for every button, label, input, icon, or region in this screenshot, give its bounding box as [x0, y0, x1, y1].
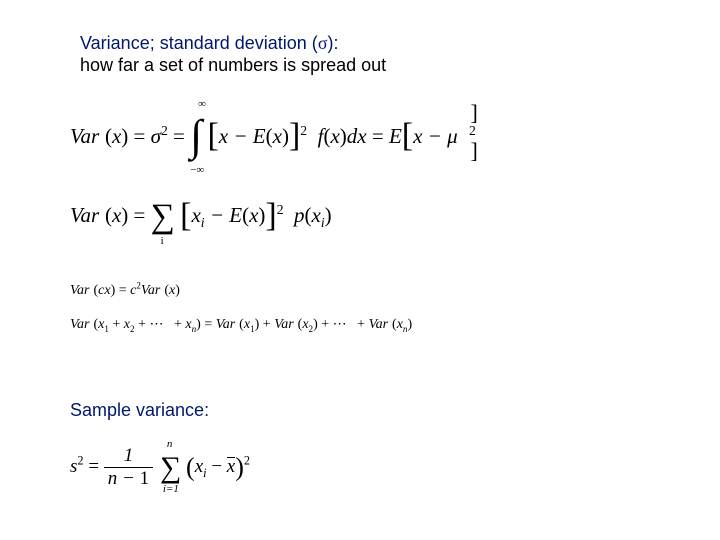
eq5-fraction: 1 n − 1	[104, 445, 153, 490]
eq1-br-left: x − E	[219, 124, 266, 148]
equation-variance-discrete: Var (x) = ∑ i [xi − E(x)]2 p(xi)	[70, 202, 332, 233]
eq2-arg: x	[112, 203, 121, 227]
eq1-E2: E	[389, 124, 402, 148]
heading-block: Variance; standard deviation (σ): how fa…	[80, 32, 386, 76]
eq2-var: Var	[70, 203, 99, 227]
eq1-rhs2-pow: 2	[469, 123, 476, 138]
eq1-sigma: σ	[151, 124, 161, 148]
eq4-rvn: Var	[369, 317, 388, 332]
eq1-br-pow: 2	[300, 123, 307, 138]
equation-variance-scalar: Var (cx) = c2Var (x)	[70, 280, 180, 299]
eq1-br-paren: x	[273, 124, 282, 148]
heading-line-2: how far a set of numbers is spread out	[80, 54, 386, 76]
eq5-spow: 2	[77, 454, 83, 468]
eq5-ppow: 2	[244, 454, 250, 468]
equation-sample-variance: s2 = 1 n − 1 n ∑ i=1 (xi − x)2	[70, 445, 250, 490]
integral-symbol: ∫	[190, 116, 202, 156]
eq4-ell2: ⋯	[333, 317, 347, 332]
sum-symbol-2: ∑	[160, 454, 181, 481]
heading-line-1: Variance; standard deviation (σ):	[80, 32, 386, 54]
eq2-sum-index: i	[161, 235, 164, 247]
equation-variance-continuous: Var (x) = σ2 = ∞ ∫ −∞ [x − E(x)]2 f(x)dx…	[70, 118, 476, 158]
eq2-mid: − E	[205, 203, 243, 227]
heading-sigma: σ	[318, 33, 328, 53]
heading-tail: ):	[328, 33, 339, 53]
eq1-f-arg: x	[330, 124, 339, 148]
eq4-var: Var	[70, 317, 89, 332]
eq5-num: 1	[104, 445, 153, 468]
sample-variance-heading: Sample variance:	[70, 400, 209, 421]
eq2-paren: x	[249, 203, 258, 227]
eq4-s2: 2	[130, 324, 135, 334]
eq5-den-r: 1	[140, 468, 150, 489]
eq5-minus: −	[207, 456, 227, 477]
eq5-xbar: x	[227, 456, 235, 478]
eq2-xi: x	[191, 203, 200, 227]
eq5-den-l: n −	[108, 468, 140, 489]
eq4-ell1: ⋯	[149, 317, 163, 332]
eq1-int-lower: −∞	[190, 164, 204, 176]
eq4-s1: 1	[104, 324, 109, 334]
eq2-p-arg: x	[312, 203, 321, 227]
heading-lead: Variance; standard deviation (	[80, 33, 318, 53]
eq2-pow: 2	[277, 202, 284, 217]
sum-symbol: ∑	[151, 202, 175, 233]
eq5-sum-upper: n	[167, 438, 173, 450]
eq4-rv2: Var	[274, 317, 293, 332]
eq3-var: Var	[70, 283, 89, 298]
eq3-rvar: Var	[141, 283, 160, 298]
equation-variance-sum: Var (x1 + x2 + ⋯ + xn) = Var (x1) + Var …	[70, 315, 412, 334]
slide-page: Variance; standard deviation (σ): how fa…	[0, 0, 720, 540]
eq5-sum-lower: i=1	[163, 483, 179, 495]
eq3-arg: cx	[98, 283, 110, 298]
eq1-arg: x	[112, 124, 121, 148]
eq4-rv1: Var	[216, 317, 235, 332]
eq1-dx: dx	[347, 124, 367, 148]
eq1-int-upper: ∞	[198, 98, 206, 110]
eq5-xi: x	[195, 456, 203, 477]
eq1-rhs2-inner: x − μ	[413, 124, 458, 148]
eq1-var: Var	[70, 124, 99, 148]
eq2-p: p	[294, 203, 305, 227]
